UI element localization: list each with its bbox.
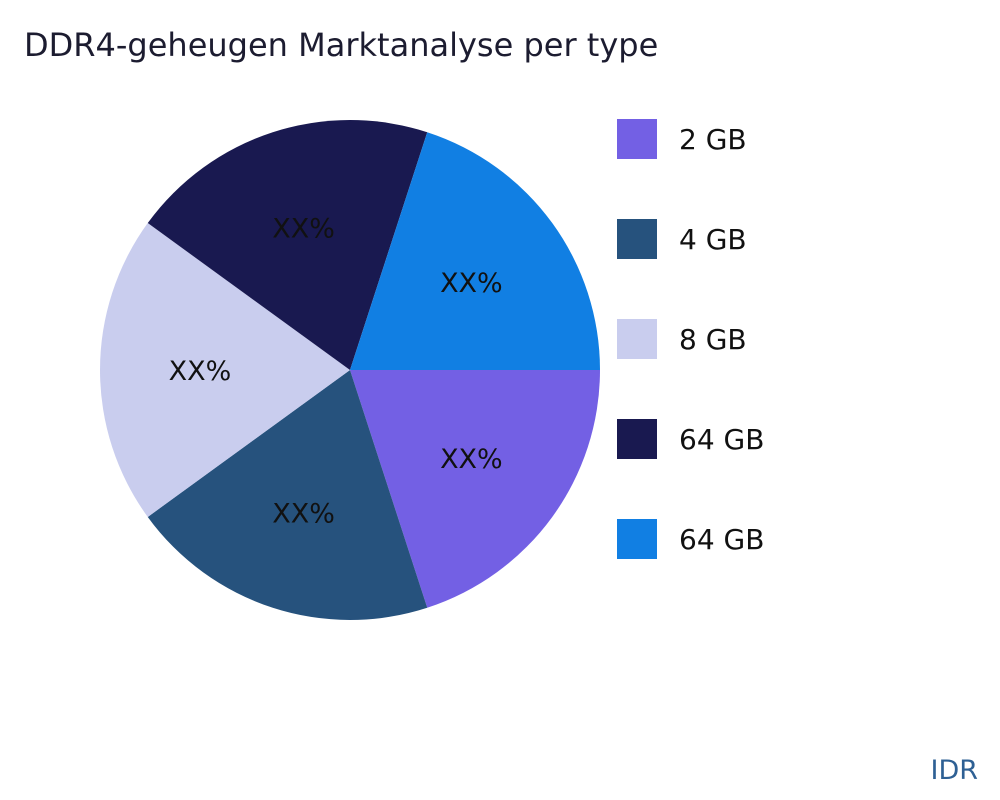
legend-swatch (617, 119, 657, 159)
watermark-text: IDR (930, 755, 978, 786)
legend-item: 4 GB (617, 219, 764, 259)
legend-label: 64 GB (679, 422, 765, 456)
pie-slice-4 (350, 132, 600, 370)
pie-slice-0 (350, 370, 600, 608)
pie-chart: XX% XX% XX% XX% XX% (95, 115, 605, 625)
pie-slice-2 (100, 223, 350, 517)
pie-slice-1 (147, 370, 428, 620)
legend-swatch (617, 519, 657, 559)
legend-label: 2 GB (679, 122, 747, 156)
pie-slice-label-4: XX% (440, 268, 503, 299)
legend: 2 GB 4 GB 8 GB 64 GB 64 GB (617, 119, 764, 619)
legend-item: 8 GB (617, 319, 764, 359)
legend-swatch (617, 219, 657, 259)
chart-title: DDR4-geheugen Marktanalyse per type (24, 26, 659, 64)
legend-label: 64 GB (679, 522, 765, 556)
pie-svg: XX% XX% XX% XX% XX% (100, 120, 600, 620)
legend-swatch (617, 319, 657, 359)
pie-slice-label-0: XX% (440, 444, 503, 475)
pie-slice-label-2: XX% (169, 356, 232, 387)
legend-swatch (617, 419, 657, 459)
pie-slice-label-1: XX% (272, 499, 335, 530)
legend-item: 2 GB (617, 119, 764, 159)
legend-item: 64 GB (617, 519, 764, 559)
legend-label: 4 GB (679, 222, 747, 256)
legend-label: 8 GB (679, 322, 747, 356)
pie-slice-3 (147, 120, 428, 371)
legend-item: 64 GB (617, 419, 764, 459)
pie-slice-label-3: XX% (272, 213, 335, 244)
